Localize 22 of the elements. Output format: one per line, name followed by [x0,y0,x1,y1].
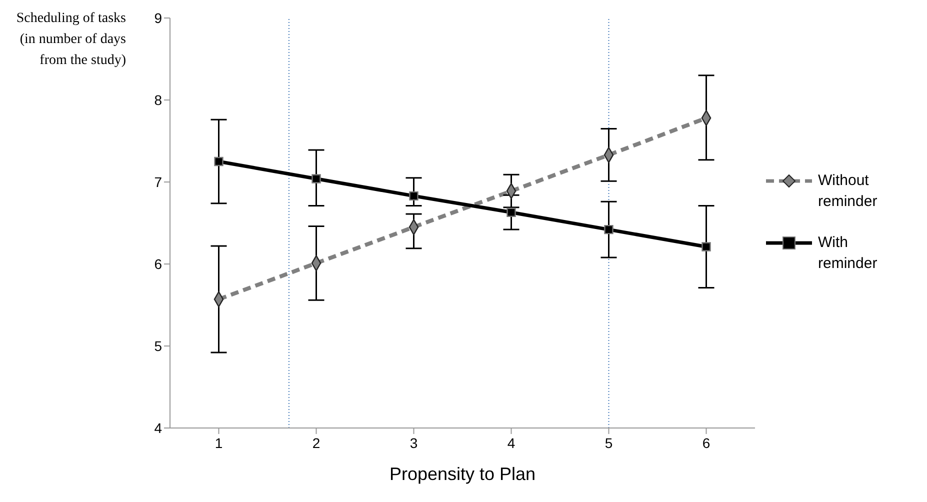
legend-label: Without reminder [818,171,878,212]
point [214,156,224,166]
point [409,191,418,201]
x-tick-label: 5 [604,435,613,451]
y-tick-label: 4 [154,420,162,436]
y-tick-label: 9 [154,10,162,26]
x-tick-label: 4 [507,435,516,451]
legend-label: With reminder [818,233,878,274]
point [506,208,516,217]
y-tick-label: 5 [154,338,162,354]
point [312,174,321,184]
y-tick-label: 6 [154,256,162,272]
point [604,224,614,234]
x-tick-label: 1 [214,435,223,451]
x-tick-label: 3 [410,435,418,451]
y-tick-label: 8 [154,92,162,108]
x-axis-title: Propensity to Plan [389,464,536,484]
x-tick-label: 6 [702,435,710,451]
y-tick-label: 7 [154,174,162,190]
x-tick-label: 2 [312,435,320,451]
y-axis-title: Scheduling of tasks (in number of days from the study) [15,10,126,70]
point [702,242,711,252]
